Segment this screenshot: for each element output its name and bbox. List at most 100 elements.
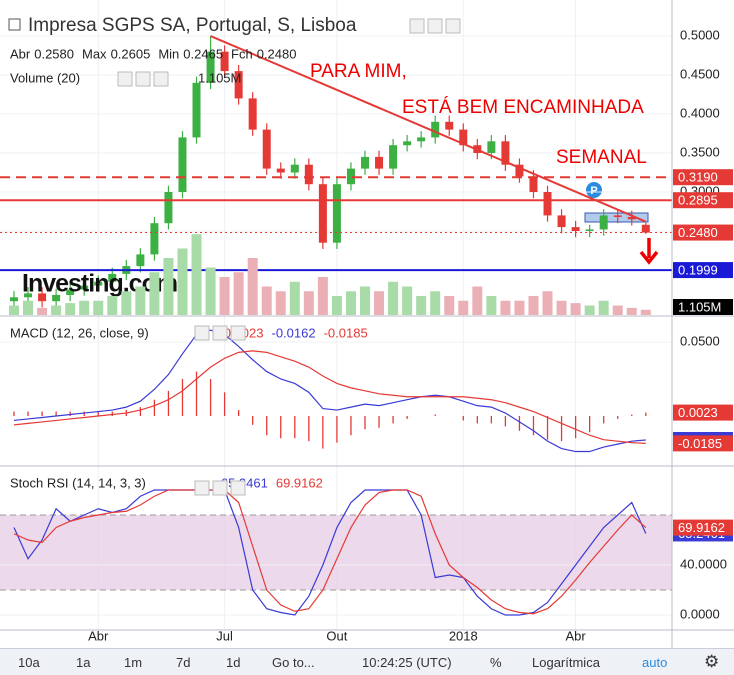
price-tag-label: 0.3190 — [678, 170, 718, 185]
price-tag-label: 1.105M — [678, 299, 721, 314]
volume-bar — [261, 286, 272, 315]
trend-line — [210, 35, 647, 223]
x-tick-label: Abr — [88, 628, 109, 643]
toolbar-button[interactable]: 1a — [76, 655, 91, 670]
volume-bar — [486, 296, 497, 315]
volume-bar — [388, 281, 399, 315]
ohlc-value: 0.2580 — [34, 46, 74, 61]
price-tag — [673, 404, 733, 421]
down-arrow — [639, 238, 659, 265]
icon — [212, 325, 228, 341]
volume-bar — [345, 291, 356, 315]
volume-bar — [135, 286, 146, 315]
volume-bar — [444, 296, 455, 315]
x-tick-label: Abr — [565, 628, 586, 643]
panel-title: Volume (20) — [10, 70, 80, 85]
volume-bar — [289, 281, 300, 315]
x-tick-label: Jul — [216, 628, 233, 643]
series-line — [13, 329, 646, 453]
annotation: PARA MIM, — [310, 61, 407, 82]
candle-body — [276, 168, 285, 173]
toolbar-button[interactable]: % — [490, 655, 502, 670]
candle-body — [543, 192, 552, 216]
ohlc-name: Max — [82, 46, 107, 61]
marker — [586, 182, 602, 198]
volume-bar — [584, 305, 595, 315]
candle-body — [487, 141, 496, 154]
toolbar-button[interactable]: 7d — [176, 655, 191, 670]
series-line — [13, 489, 647, 616]
icon — [409, 18, 425, 34]
price-tag-label: 0.1999 — [678, 263, 718, 278]
icon — [135, 71, 151, 87]
icon — [212, 480, 228, 496]
volume-bar — [458, 300, 469, 315]
settings-icon[interactable]: ⚙ — [704, 652, 720, 671]
price-tag-label: 69.9162 — [678, 520, 725, 535]
volume-bar — [233, 272, 244, 315]
toolbar-button[interactable]: 1d — [226, 655, 241, 670]
volume-bar — [528, 296, 539, 315]
volume-value: 1.105M — [198, 70, 241, 85]
toolbar: 10a 1a 1m 7d 1d Go to... 10:24:25 (UTC)% Logarí… — [0, 648, 734, 675]
highlight-box — [584, 212, 649, 223]
panel-title: MACD (12, 26, close, 9) — [10, 325, 149, 340]
volume-bar — [598, 300, 609, 315]
candle-body — [136, 254, 145, 267]
price-tag — [673, 169, 733, 186]
x-tick-label: Out — [326, 628, 347, 643]
volume-bar — [402, 286, 413, 315]
toolbar-button[interactable]: 10:24:25 (UTC) — [362, 655, 452, 670]
candle-body — [599, 215, 608, 230]
candle-body — [290, 164, 299, 173]
candle-body — [164, 192, 173, 224]
toolbar-button[interactable]: Go to... — [272, 655, 315, 670]
price-tag — [673, 224, 733, 241]
volume-bar — [65, 303, 76, 315]
collapse-icon — [8, 18, 21, 31]
volume-bar — [570, 303, 581, 315]
volume-bar — [163, 258, 174, 315]
toolbar-button[interactable]: 10a — [18, 655, 40, 670]
volume-bar — [205, 267, 216, 315]
candle-body — [220, 51, 229, 72]
candle-body — [178, 137, 187, 193]
candle-body — [501, 141, 510, 165]
candle-body — [318, 184, 327, 243]
volume-bar — [93, 300, 104, 315]
annotation: SEMANAL — [556, 147, 647, 168]
toolbar-button[interactable]: auto — [642, 655, 668, 670]
toolbar-button[interactable]: 1m — [124, 655, 143, 670]
ohlc-value: 0.2465 — [183, 46, 223, 61]
candle-body — [389, 145, 398, 169]
chart-title: Impresa SGPS SA, Portugal, S, Lisboa — [28, 15, 357, 36]
volume-bar — [640, 309, 651, 315]
candle-body — [403, 141, 412, 146]
volume-bar — [37, 307, 48, 315]
chart: P AbrJulOut2018Abr0.20000.25000.30000.35… — [0, 0, 734, 648]
volume-bar — [331, 296, 342, 315]
y-tick-label: 40.0000 — [680, 556, 727, 571]
y-tick-label: 0.0000 — [680, 606, 720, 621]
price-tag-label: 0.2895 — [678, 193, 718, 208]
icon — [194, 480, 210, 496]
icon — [153, 71, 169, 87]
candle-body — [361, 156, 369, 169]
candle-body — [262, 129, 271, 169]
price-tag-label: 0.2480 — [678, 225, 718, 240]
volume-bar — [612, 305, 623, 315]
icon — [445, 18, 461, 34]
volume-bar — [219, 277, 230, 315]
price-tag — [673, 262, 733, 279]
volume-bar — [360, 286, 370, 315]
volume-bar — [303, 291, 314, 315]
candle-body — [108, 273, 117, 282]
price-tag-label: -0.0185 — [678, 436, 722, 451]
candle-body — [248, 98, 257, 130]
candle-body — [445, 121, 454, 130]
volume-bar — [9, 305, 19, 315]
icon — [194, 325, 210, 341]
legend-value: -0.0162 — [271, 325, 315, 340]
toolbar-button[interactable]: Logarítmica — [532, 655, 600, 670]
icon — [427, 18, 443, 34]
